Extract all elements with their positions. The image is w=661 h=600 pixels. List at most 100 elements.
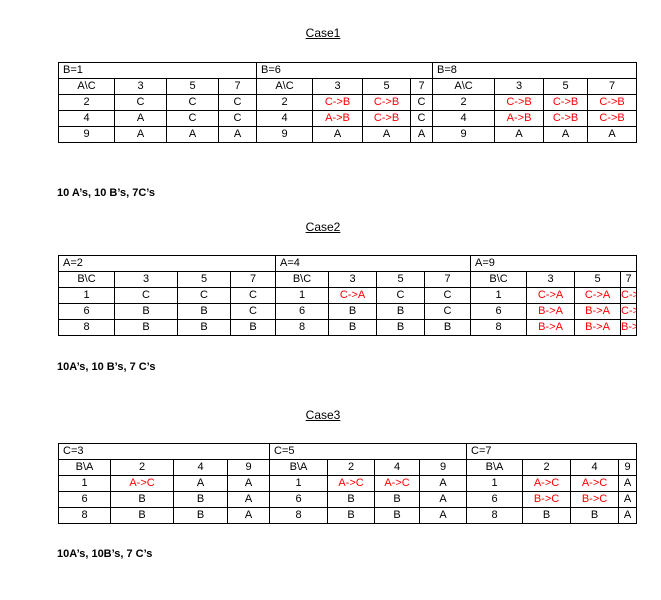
case-1-header-row: B=1 B=6 B=8 (57, 62, 638, 79)
row-label: 1 (58, 287, 115, 304)
case-2-title: Case2 (305, 220, 341, 234)
row-label: 8 (269, 507, 328, 524)
row-label: 2 (256, 94, 314, 111)
row-label: 4 (58, 110, 115, 127)
block-header: B=8 (432, 62, 638, 79)
row-label: 9 (256, 126, 314, 143)
case-3-header-row: C=3 C=5 C=7 (58, 443, 637, 460)
corner-label: A\C (58, 78, 115, 95)
case-1-table: B=1 B=6 B=8 A\C 3 5 7 A\C 3 5 7 A\C 3 5 … (57, 62, 638, 143)
table-cell: A->C (570, 475, 619, 492)
table-cell: B (229, 319, 277, 336)
column-label: 3 (312, 78, 364, 95)
case-2-summary: 10A’s, 10 B’s, 7 C’s (57, 361, 156, 373)
table-cell: B->A (574, 319, 622, 336)
case-1-title: Case1 (305, 26, 341, 40)
block-header: C=5 (269, 443, 467, 460)
column-label: 7 (229, 271, 277, 288)
row-label: 4 (256, 110, 314, 127)
column-label: 9 (419, 459, 467, 476)
table-cell: A (227, 491, 270, 508)
case-1-summary: 10 A’s, 10 B’s, 7C’s (57, 187, 156, 199)
table-cell: A (419, 491, 467, 508)
case-3-summary: 10A’s, 10B’s, 7 C’s (57, 548, 153, 560)
table-cell: C->B (312, 94, 364, 111)
table-cell: C->B (494, 94, 545, 111)
column-label: 2 (522, 459, 571, 476)
corner-label: A\C (256, 78, 314, 95)
table-cell: A->B (494, 110, 545, 127)
column-label: 3 (114, 271, 178, 288)
column-label: 5 (362, 78, 412, 95)
table-cell: A->C (327, 475, 375, 492)
table-row: 8 B B A 8 B B A 8 B B A (58, 507, 637, 524)
table-cell: C (424, 287, 472, 304)
table-cell: C (166, 94, 219, 111)
table-cell: B (177, 319, 231, 336)
case-1-column-label-row: A\C 3 5 7 A\C 3 5 7 A\C 3 5 7 (58, 78, 638, 95)
row-label: 6 (470, 303, 528, 320)
column-label: 3 (114, 78, 167, 95)
corner-label: B\C (58, 271, 115, 288)
table-cell: A (166, 126, 219, 143)
table-cell: A (419, 475, 467, 492)
column-label: 5 (543, 78, 589, 95)
row-label: 9 (58, 126, 115, 143)
table-cell: A (114, 126, 167, 143)
column-label: 5 (574, 271, 622, 288)
row-label: 2 (58, 94, 115, 111)
row-label: 8 (470, 319, 528, 336)
row-label: 1 (470, 287, 528, 304)
table-cell: B (376, 319, 426, 336)
table-cell: A (173, 475, 228, 492)
table-cell: C (410, 110, 434, 127)
table-cell: B (327, 507, 375, 524)
table-row: 8 B B B 8 B B B 8 B->A B->A B->A (58, 319, 638, 336)
table-cell: C->B (362, 110, 412, 127)
table-row: 2 C C C 2 C->B C->B C 2 C->B C->B C->B (58, 94, 638, 111)
table-cell: C (114, 94, 167, 111)
row-label: 6 (275, 303, 330, 320)
table-cell: B->A (574, 303, 622, 320)
table-row: 4 A C C 4 A->B C->B C 4 A->B C->B C->B (58, 110, 638, 127)
table-cell: C->A (574, 287, 622, 304)
column-label: 4 (570, 459, 619, 476)
table-cell: C (166, 110, 219, 127)
corner-label: B\A (466, 459, 523, 476)
row-label: 1 (466, 475, 523, 492)
corner-label: A\C (432, 78, 496, 95)
table-cell: B (327, 491, 375, 508)
table-cell: C (217, 94, 258, 111)
table-cell: A (227, 507, 270, 524)
table-cell: B->A (620, 319, 638, 336)
table-cell: A (543, 126, 589, 143)
table-cell: B (173, 507, 228, 524)
case-2-table: A=2 A=4 A=9 B\C 3 5 7 B\C 3 5 7 B\C 3 5 … (57, 255, 638, 336)
table-cell: A (494, 126, 545, 143)
row-label: 8 (58, 319, 115, 336)
case-3-column-label-row: B\A 2 4 9 B\A 2 4 9 B\A 2 4 9 (58, 459, 637, 476)
table-cell: C (410, 94, 434, 111)
corner-label: B\C (470, 271, 528, 288)
table-cell: A (618, 507, 637, 524)
row-label: 2 (432, 94, 496, 111)
table-cell: A (362, 126, 412, 143)
row-label: 8 (466, 507, 523, 524)
row-label: 6 (269, 491, 328, 508)
table-cell: B->C (522, 491, 571, 508)
column-label: 7 (587, 78, 638, 95)
row-label: 1 (269, 475, 328, 492)
column-label: 2 (110, 459, 174, 476)
table-cell: B->A (526, 319, 576, 336)
table-cell: B (374, 507, 420, 524)
block-header: A=4 (275, 255, 472, 272)
table-cell: A (217, 126, 258, 143)
block-header: A=2 (57, 255, 277, 272)
table-row: 6 B B A 6 B B A 6 B->C B->C A (58, 491, 637, 508)
table-cell: C (229, 287, 277, 304)
table-cell: B (424, 319, 472, 336)
block-header: B=1 (57, 62, 258, 79)
table-cell: A->B (312, 110, 364, 127)
table-cell: A (312, 126, 364, 143)
row-label: 6 (58, 303, 115, 320)
